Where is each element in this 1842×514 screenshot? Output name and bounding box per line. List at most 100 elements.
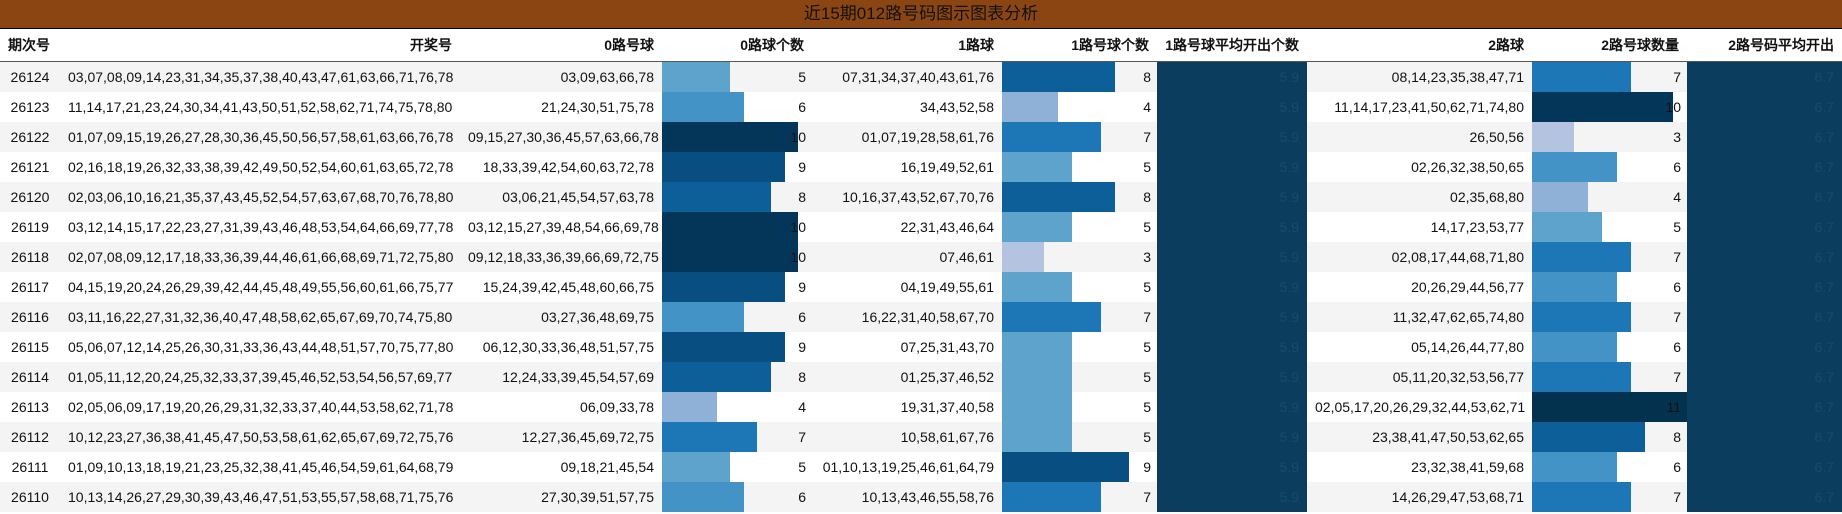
route1-balls-cell: 19,31,37,40,58 xyxy=(812,392,1002,422)
route1-count-cell: 3 xyxy=(1002,242,1157,272)
route0-count-cell: 8 xyxy=(662,182,812,212)
route1-balls-cell: 22,31,43,46,64 xyxy=(812,212,1002,242)
route0-count-cell-value: 9 xyxy=(798,159,806,175)
route1-avg-cell: 5.9 xyxy=(1157,61,1307,92)
route2-count-cell-bar xyxy=(1532,482,1631,512)
route2-count-cell-value: 8 xyxy=(1673,429,1681,445)
route2-balls-cell: 02,05,17,20,26,29,32,44,53,62,71 xyxy=(1307,392,1532,422)
route2-avg-cell: 6.7 xyxy=(1687,182,1842,212)
period-cell: 26113 xyxy=(0,392,60,422)
route0-count-cell-bar xyxy=(662,62,731,92)
route1-count-cell-value: 5 xyxy=(1143,159,1151,175)
route2-avg-cell: 6.7 xyxy=(1687,61,1842,92)
route2-avg-cell: 6.7 xyxy=(1687,242,1842,272)
route1-count-cell: 5 xyxy=(1002,392,1157,422)
route1-avg-cell: 5.9 xyxy=(1157,482,1307,512)
route2-count-cell: 6 xyxy=(1532,152,1687,182)
route1-count-cell: 8 xyxy=(1002,182,1157,212)
route2-count-cell-bar xyxy=(1532,152,1617,182)
route2-count-cell: 7 xyxy=(1532,482,1687,512)
route1-avg-cell: 5.9 xyxy=(1157,92,1307,122)
header-route1-balls: 1路球 xyxy=(812,29,1002,62)
route0-count-cell-bar xyxy=(662,332,785,362)
route1-count-cell-bar xyxy=(1002,332,1073,362)
route1-count-cell-value: 9 xyxy=(1143,459,1151,475)
period-cell: 26110 xyxy=(0,482,60,512)
route2-count-cell: 4 xyxy=(1532,182,1687,212)
route1-balls-cell: 04,19,49,55,61 xyxy=(812,272,1002,302)
route0-count-cell: 5 xyxy=(662,452,812,482)
route1-avg-cell: 5.9 xyxy=(1157,332,1307,362)
route2-balls-cell: 05,11,20,32,53,56,77 xyxy=(1307,362,1532,392)
route1-count-cell-value: 5 xyxy=(1143,429,1151,445)
route2-count-cell-value: 7 xyxy=(1673,309,1681,325)
route1-count-cell-value: 5 xyxy=(1143,399,1151,415)
route0-count-cell-bar xyxy=(662,272,785,302)
route1-avg-cell: 5.9 xyxy=(1157,302,1307,332)
route1-count-cell-bar xyxy=(1002,482,1101,512)
route1-count-cell-bar xyxy=(1002,92,1059,122)
route1-count-cell-value: 7 xyxy=(1143,129,1151,145)
route2-count-cell-value: 7 xyxy=(1673,369,1681,385)
route2-count-cell: 3 xyxy=(1532,122,1687,152)
route0-balls-cell: 09,12,18,33,36,39,66,69,72,75 xyxy=(460,242,662,272)
draw-numbers-cell: 02,07,08,09,12,17,18,33,36,39,44,46,61,6… xyxy=(60,242,460,272)
table-row: 26119 03,12,14,15,17,22,23,27,31,39,43,46… xyxy=(0,212,1842,242)
header-route1-avg: 1路号球平均开出个数 xyxy=(1157,29,1307,62)
route1-count-cell: 5 xyxy=(1002,332,1157,362)
route2-avg-cell: 6.7 xyxy=(1687,302,1842,332)
route0-count-cell-value: 5 xyxy=(798,69,806,85)
route1-count-cell: 5 xyxy=(1002,422,1157,452)
route2-count-cell: 7 xyxy=(1532,302,1687,332)
period-cell: 26112 xyxy=(0,422,60,452)
period-cell: 26120 xyxy=(0,182,60,212)
route2-avg-cell: 6.7 xyxy=(1687,92,1842,122)
route1-avg-cell: 5.9 xyxy=(1157,422,1307,452)
route0-count-cell-value: 10 xyxy=(790,129,806,145)
route2-balls-cell: 11,14,17,23,41,50,62,71,74,80 xyxy=(1307,92,1532,122)
route1-count-cell: 9 xyxy=(1002,452,1157,482)
route2-balls-cell: 23,38,41,47,50,53,62,65 xyxy=(1307,422,1532,452)
route2-balls-cell: 02,08,17,44,68,71,80 xyxy=(1307,242,1532,272)
route1-count-cell: 5 xyxy=(1002,362,1157,392)
route0-count-cell: 7 xyxy=(662,422,812,452)
table-row: 26117 04,15,19,20,24,26,29,39,42,44,45,48… xyxy=(0,272,1842,302)
route2-count-cell-value: 7 xyxy=(1673,489,1681,505)
route2-count-cell: 10 xyxy=(1532,92,1687,122)
period-cell: 26124 xyxy=(0,61,60,92)
route0-count-cell-value: 4 xyxy=(798,399,806,415)
route1-count-cell-value: 5 xyxy=(1143,339,1151,355)
route2-count-cell-bar xyxy=(1532,392,1687,422)
route1-avg-cell: 5.9 xyxy=(1157,362,1307,392)
route1-count-cell-value: 5 xyxy=(1143,219,1151,235)
route2-balls-cell: 26,50,56 xyxy=(1307,122,1532,152)
route2-balls-cell: 14,26,29,47,53,68,71 xyxy=(1307,482,1532,512)
route2-count-cell-value: 7 xyxy=(1673,249,1681,265)
route1-count-cell-value: 8 xyxy=(1143,189,1151,205)
route2-count-cell-bar xyxy=(1532,362,1631,392)
table-row: 26110 10,13,14,26,27,29,30,39,43,46,47,51… xyxy=(0,482,1842,512)
route2-avg-cell: 6.7 xyxy=(1687,362,1842,392)
route2-balls-cell: 23,32,38,41,59,68 xyxy=(1307,452,1532,482)
draw-numbers-cell: 11,14,17,21,23,24,30,34,41,43,50,51,52,5… xyxy=(60,92,460,122)
route2-count-cell-bar xyxy=(1532,422,1645,452)
route2-count-cell-bar xyxy=(1532,332,1617,362)
period-cell: 26116 xyxy=(0,302,60,332)
draw-numbers-cell: 10,13,14,26,27,29,30,39,43,46,47,51,53,5… xyxy=(60,482,460,512)
route2-balls-cell: 14,17,23,53,77 xyxy=(1307,212,1532,242)
route1-count-cell: 7 xyxy=(1002,302,1157,332)
route1-avg-cell: 5.9 xyxy=(1157,392,1307,422)
route0-count-cell-value: 10 xyxy=(790,249,806,265)
route1-count-cell-bar xyxy=(1002,182,1115,212)
route1-count-cell-value: 3 xyxy=(1143,249,1151,265)
route1-count-cell-bar xyxy=(1002,362,1073,392)
route1-balls-cell: 16,19,49,52,61 xyxy=(812,152,1002,182)
route0-count-cell: 6 xyxy=(662,92,812,122)
route2-balls-cell: 02,35,68,80 xyxy=(1307,182,1532,212)
route1-count-cell-value: 7 xyxy=(1143,309,1151,325)
route2-avg-cell: 6.7 xyxy=(1687,392,1842,422)
route2-avg-cell: 6.7 xyxy=(1687,452,1842,482)
route1-count-cell-value: 7 xyxy=(1143,489,1151,505)
route0-balls-cell: 12,24,33,39,45,54,57,69 xyxy=(460,362,662,392)
header-route2-count: 2路号球数量 xyxy=(1532,29,1687,62)
